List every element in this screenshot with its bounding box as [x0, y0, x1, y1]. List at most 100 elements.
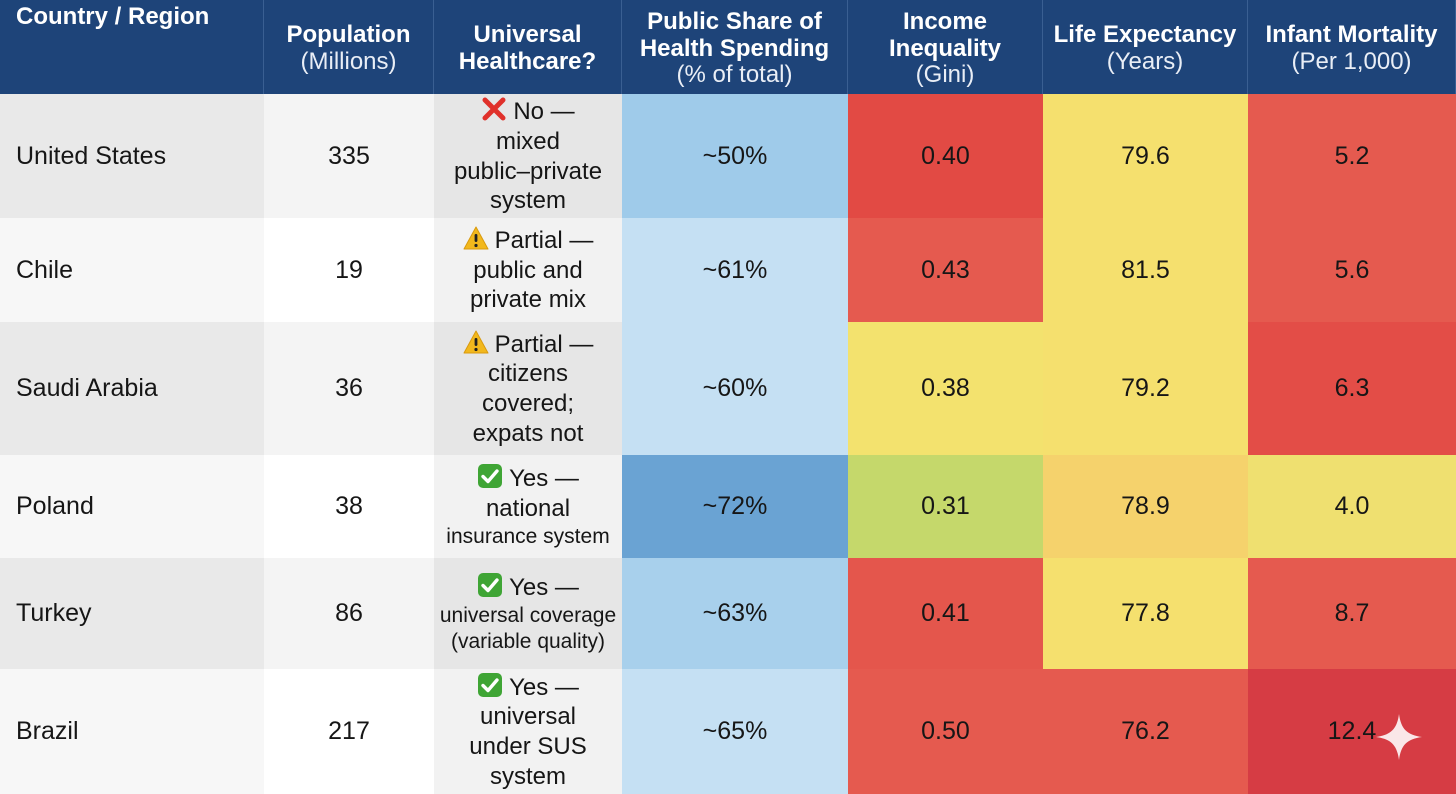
column-header-title: Income Inequality [888, 7, 1002, 62]
uhc-line: system [490, 762, 566, 792]
cell-population: 335 [264, 94, 434, 218]
uhc-line-text: Yes — [509, 465, 579, 493]
uhc-line: private mix [470, 285, 586, 315]
cell-universal-healthcare: Yes — universal coverage (variable quality… [434, 558, 622, 669]
cell-infant: 12.4 [1248, 669, 1456, 794]
cell-country-value: Turkey [16, 599, 92, 627]
cell-public-share-value: ~61% [702, 255, 768, 284]
uhc-line: universal coverage [440, 603, 616, 629]
cell-life-value: 81.5 [1121, 255, 1170, 284]
cell-country: United States [0, 94, 264, 218]
uhc-line: universal [480, 702, 576, 732]
cell-universal-healthcare: Partial — public and private mix [434, 218, 622, 322]
cell-gini: 0.41 [848, 558, 1043, 669]
cell-gini-value: 0.43 [921, 255, 970, 284]
cell-infant: 8.7 [1248, 558, 1456, 669]
uhc-line-text: insurance system [446, 524, 610, 548]
cell-public-share: ~65% [622, 669, 848, 794]
sparkle-icon [1376, 714, 1422, 760]
column-header-title: Country / Region [16, 3, 210, 30]
cell-public-share: ~50% [622, 94, 848, 218]
cell-gini-value: 0.31 [921, 492, 970, 520]
cross-mark-icon [482, 97, 506, 121]
uhc-line: (variable quality) [451, 629, 605, 655]
uhc-line: insurance system [446, 524, 609, 550]
cell-public-share-value: ~60% [702, 374, 768, 402]
check-mark-icon [478, 672, 503, 697]
uhc-line-text: covered; [481, 390, 575, 417]
cell-life: 78.9 [1043, 455, 1248, 558]
cell-infant-value: 5.6 [1334, 255, 1370, 284]
cell-universal-healthcare: Yes — national insurance system [434, 455, 622, 558]
uhc-line-text: universal [479, 703, 577, 731]
cell-infant: 5.6 [1248, 218, 1456, 322]
column-header-title: Infant Mortality [1265, 21, 1438, 49]
cell-population-value: 19 [335, 255, 363, 284]
column-header-population: Population (Millions) [264, 0, 434, 94]
cell-public-share-value: ~63% [702, 599, 768, 627]
cell-population-value: 36 [335, 374, 363, 402]
cell-gini-value: 0.38 [921, 374, 970, 402]
uhc-line-text: citizens [487, 360, 569, 388]
cell-population: 38 [264, 455, 434, 558]
uhc-line-text: (variable quality) [450, 629, 606, 653]
column-header-subtitle: (Millions) [300, 48, 397, 75]
uhc-line: Yes — [477, 672, 579, 703]
uhc-line-text: system [489, 187, 566, 215]
cell-public-share: ~61% [622, 218, 848, 322]
column-header-title: Population [286, 21, 411, 49]
cell-country-value: Poland [16, 492, 94, 520]
cell-infant-value: 12.4 [1327, 717, 1377, 745]
cell-life: 81.5 [1043, 218, 1248, 322]
column-header-life: Life Expectancy (Years) [1043, 0, 1248, 94]
uhc-line: national [486, 494, 570, 524]
uhc-line: under SUS [469, 732, 586, 762]
uhc-line: Yes — [477, 572, 579, 603]
cell-life-value: 78.9 [1121, 492, 1170, 520]
cell-universal-healthcare: Yes — universal under SUS system [434, 669, 622, 794]
cell-public-share-value: ~65% [702, 717, 768, 745]
uhc-line-text: Yes — [509, 574, 579, 602]
column-header-subtitle: (Years) [1106, 48, 1184, 75]
column-header-subtitle: (Per 1,000) [1291, 48, 1412, 75]
cell-public-share: ~72% [622, 455, 848, 558]
cell-life-value: 77.8 [1121, 599, 1170, 627]
cell-gini-value: 0.40 [921, 141, 970, 170]
cell-country-value: Chile [16, 255, 73, 284]
cell-universal-healthcare: Partial — citizens covered; expats not [434, 322, 622, 455]
uhc-line: Partial — [463, 329, 593, 360]
cell-infant-value: 4.0 [1334, 492, 1370, 520]
column-header-subtitle: (Gini) [915, 61, 975, 89]
cell-life: 76.2 [1043, 669, 1248, 794]
cell-infant: 6.3 [1248, 322, 1456, 455]
uhc-line: covered; [482, 389, 574, 419]
cell-population-value: 217 [328, 717, 370, 745]
cell-gini: 0.50 [848, 669, 1043, 794]
cell-gini-value: 0.41 [921, 599, 970, 627]
cell-public-share-value: ~50% [702, 141, 768, 170]
cell-life-value: 79.2 [1121, 374, 1170, 402]
cell-infant: 5.2 [1248, 94, 1456, 218]
cell-population: 86 [264, 558, 434, 669]
column-header-title: Universal Healthcare? [458, 21, 597, 75]
column-header-infant: Infant Mortality (Per 1,000) [1248, 0, 1456, 94]
uhc-line: citizens [488, 359, 568, 389]
cell-gini: 0.38 [848, 322, 1043, 455]
cell-gini: 0.31 [848, 455, 1043, 558]
uhc-line: expats not [473, 419, 584, 449]
uhc-line: system [490, 186, 566, 216]
cell-population: 36 [264, 322, 434, 455]
cell-gini-value: 0.50 [921, 717, 970, 745]
column-header-country: Country / Region [0, 0, 264, 94]
uhc-line: No — [481, 96, 575, 127]
column-header-subtitle: (% of total) [676, 61, 793, 89]
cell-universal-healthcare: No — mixed public–private system [434, 94, 622, 218]
cell-life: 79.2 [1043, 322, 1248, 455]
cell-country: Poland [0, 455, 264, 558]
uhc-line-text: national [485, 494, 571, 522]
cell-public-share-value: ~72% [702, 492, 768, 520]
uhc-line-text: public and [473, 256, 583, 284]
uhc-line: public–private [454, 157, 602, 187]
cell-country: Saudi Arabia [0, 322, 264, 455]
